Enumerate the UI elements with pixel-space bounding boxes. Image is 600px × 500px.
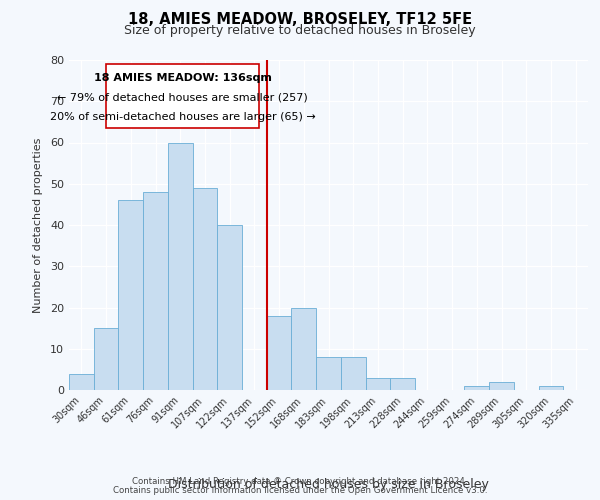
Bar (168, 142, 193, 390)
Bar (267, 316, 292, 390)
Text: ← 79% of detached houses are smaller (257): ← 79% of detached houses are smaller (25… (58, 93, 308, 103)
Text: Size of property relative to detached houses in Broseley: Size of property relative to detached ho… (124, 24, 476, 37)
Bar (193, 188, 217, 390)
Bar (539, 386, 563, 390)
Bar (143, 192, 168, 390)
Bar (69, 374, 94, 390)
Bar (217, 225, 242, 390)
Text: 20% of semi-detached houses are larger (65) →: 20% of semi-detached houses are larger (… (50, 112, 316, 122)
FancyBboxPatch shape (106, 64, 259, 128)
Text: 18 AMIES MEADOW: 136sqm: 18 AMIES MEADOW: 136sqm (94, 73, 272, 83)
Text: 18, AMIES MEADOW, BROSELEY, TF12 5FE: 18, AMIES MEADOW, BROSELEY, TF12 5FE (128, 12, 472, 28)
Bar (316, 357, 341, 390)
Text: Contains public sector information licensed under the Open Government Licence v3: Contains public sector information licen… (113, 486, 487, 495)
Bar (464, 386, 489, 390)
Text: Contains HM Land Registry data © Crown copyright and database right 2024.: Contains HM Land Registry data © Crown c… (132, 477, 468, 486)
Bar (489, 382, 514, 390)
Bar (118, 200, 143, 390)
Bar (292, 308, 316, 390)
Bar (365, 378, 390, 390)
Bar (341, 357, 365, 390)
Bar (94, 328, 118, 390)
Bar (390, 378, 415, 390)
X-axis label: Distribution of detached houses by size in Broseley: Distribution of detached houses by size … (168, 478, 489, 492)
Y-axis label: Number of detached properties: Number of detached properties (33, 138, 43, 312)
